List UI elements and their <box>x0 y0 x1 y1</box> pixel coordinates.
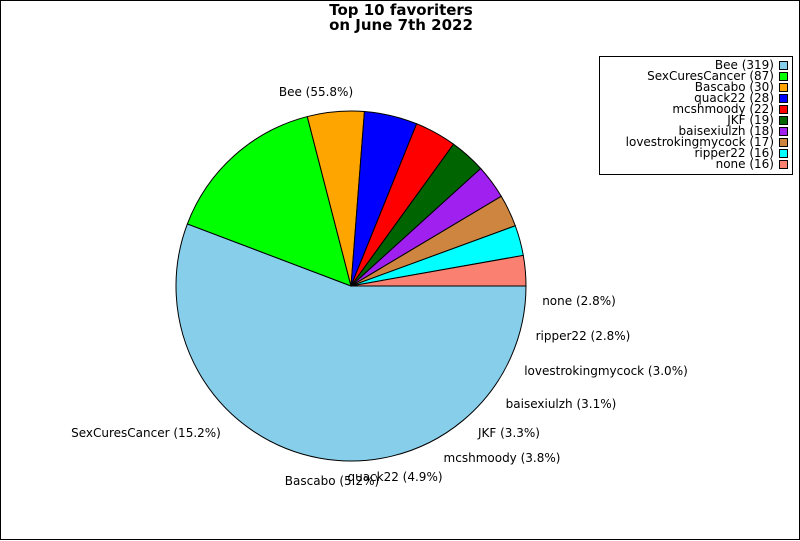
slice-label-jkf: JKF (3.3%) <box>477 426 540 440</box>
legend-item-lovestrokingmycock: lovestrokingmycock (17) <box>625 135 788 149</box>
slice-label-sexcurescancer: SexCuresCancer (15.2%) <box>71 426 221 440</box>
legend-swatch <box>779 116 788 125</box>
chart-title: Top 10 favoriters on June 7th 2022 <box>1 3 800 33</box>
legend-swatch <box>779 160 788 169</box>
legend-swatch <box>779 83 788 92</box>
slice-label-quack22: quack22 (4.9%) <box>347 470 442 484</box>
pie-slice-bee <box>175 223 527 462</box>
slice-label-bascabo: Bascabo (5.2%) <box>285 474 379 488</box>
legend-item-sexcurescancer: SexCuresCancer (87) <box>647 69 788 83</box>
legend-swatch <box>779 105 788 114</box>
legend-item-bascabo: Bascabo (30) <box>694 80 788 94</box>
pie-slice-sexcurescancer <box>186 115 352 287</box>
legend-item-baisexiulzh: baisexiulzh (18) <box>678 124 788 138</box>
legend-item-none: none (16) <box>715 157 788 171</box>
legend-swatch <box>779 61 788 70</box>
chart-subtitle: on June 7th 2022 <box>329 16 473 34</box>
legend-item-jkf: JKF (19) <box>727 113 788 127</box>
slice-label-mcshmoody: mcshmoody (3.8%) <box>444 451 561 465</box>
legend-label: ripper22 (16) <box>694 146 774 160</box>
legend-label: Bee (319) <box>714 58 774 72</box>
pie-slice-none <box>350 254 527 287</box>
legend-label: SexCuresCancer (87) <box>647 69 774 83</box>
legend-label: baisexiulzh (18) <box>678 124 774 138</box>
chart-legend: Bee (319) SexCuresCancer (87) Bascabo (30)… <box>599 56 793 175</box>
chart-title-line-1: Top 10 favoriters <box>329 1 473 19</box>
legend-item-ripper22: ripper22 (16) <box>694 146 788 160</box>
slice-label-baisexiulzh: baisexiulzh (3.1%) <box>506 397 617 411</box>
legend-label: Bascabo (30) <box>694 80 774 94</box>
legend-label: lovestrokingmycock (17) <box>625 135 774 149</box>
legend-swatch <box>779 94 788 103</box>
legend-item-bee: Bee (319) <box>714 58 788 72</box>
legend-swatch <box>779 72 788 81</box>
legend-item-quack22: quack22 (28) <box>694 91 788 105</box>
legend-label: none (16) <box>715 157 774 171</box>
legend-label: quack22 (28) <box>694 91 774 105</box>
legend-swatch <box>779 138 788 147</box>
legend-item-mcshmoody: mcshmoody (22) <box>672 102 788 116</box>
slice-label-none: none (2.8%) <box>542 294 616 308</box>
legend-label: mcshmoody (22) <box>672 102 774 116</box>
legend-swatch <box>779 127 788 136</box>
slice-label-ripper22: ripper22 (2.8%) <box>536 329 631 343</box>
slice-label-bee: Bee (55.8%) <box>279 85 353 99</box>
legend-label: JKF (19) <box>727 113 774 127</box>
legend-swatch <box>779 149 788 158</box>
slice-label-lovestrokingmycock: lovestrokingmycock (3.0%) <box>524 364 688 378</box>
